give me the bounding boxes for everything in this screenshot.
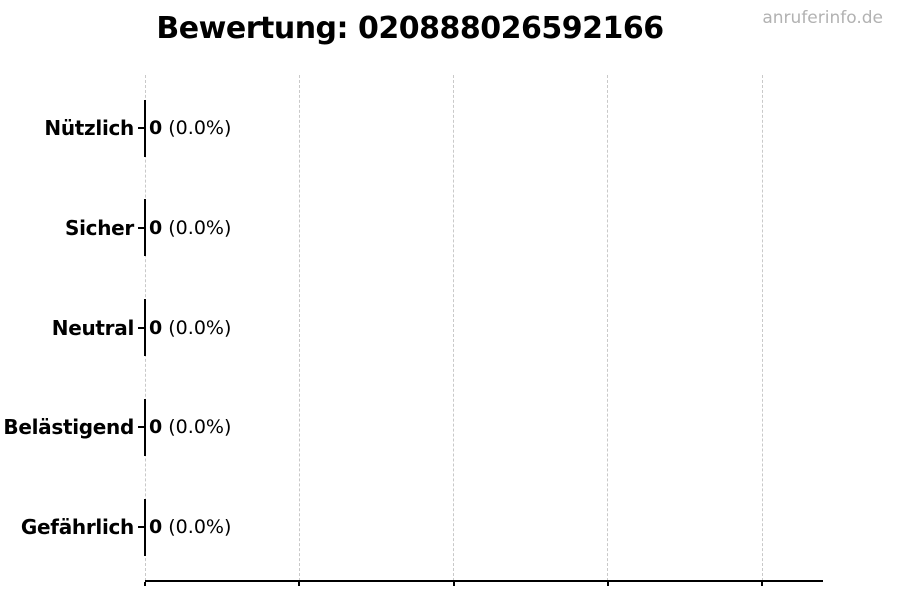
y-axis-tick — [138, 127, 145, 129]
x-axis-line — [145, 580, 823, 582]
category-label: Gefährlich — [20, 515, 134, 539]
bar-zero-value-line — [144, 99, 146, 157]
value-percent: (0.0%) — [162, 316, 232, 339]
value-count: 0 — [149, 316, 163, 339]
category-label: Nützlich — [44, 116, 134, 140]
value-count: 0 — [149, 416, 163, 439]
x-axis-tick — [144, 582, 146, 586]
chart-title: Bewertung: 020888026592166 — [156, 11, 664, 46]
vertical-gridline — [453, 75, 454, 581]
value-percent: (0.0%) — [162, 516, 232, 538]
category-label: Belästigend — [3, 415, 134, 440]
value-percent: (0.0%) — [162, 416, 232, 439]
value-count: 0 — [149, 216, 163, 239]
bar-zero-value-line — [144, 199, 146, 257]
y-axis-tick — [138, 226, 145, 229]
y-axis-tick — [138, 426, 145, 429]
value-label: 0 (0.0%) — [149, 416, 231, 438]
value-count: 0 — [149, 117, 163, 139]
value-label: 0 (0.0%) — [149, 317, 231, 339]
category-label: Sicher — [65, 215, 134, 240]
value-percent: (0.0%) — [162, 117, 232, 139]
bar-row: Sicher 0 (0.0%) — [65, 199, 823, 257]
watermark-text: anruferinfo.de — [762, 8, 883, 28]
x-axis-tick — [606, 582, 609, 586]
bar-zero-value-line — [144, 398, 146, 456]
vertical-gridline — [761, 75, 763, 581]
bar-row: Nützlich 0 (0.0%) — [44, 99, 823, 157]
value-label: 0 (0.0%) — [149, 217, 231, 239]
bar-row: Gefährlich 0 (0.0%) — [21, 498, 823, 556]
value-percent: (0.0%) — [162, 216, 232, 239]
vertical-gridline — [607, 75, 609, 581]
x-axis-tick — [761, 582, 763, 586]
value-label: 0 (0.0%) — [149, 516, 231, 538]
y-axis-tick — [138, 526, 145, 528]
category-label: Neutral — [51, 315, 135, 340]
value-count: 0 — [149, 516, 163, 538]
bar-row: Neutral 0 (0.0%) — [52, 299, 823, 356]
bar-zero-value-line — [144, 299, 146, 356]
x-axis-tick — [298, 582, 301, 586]
bar-zero-value-line — [144, 498, 146, 556]
vertical-gridline — [298, 75, 300, 581]
x-axis-tick — [452, 582, 455, 586]
bar-row: Belästigend 0 (0.0%) — [3, 398, 823, 456]
plot-area: Nützlich 0 (0.0%) Sicher 0 (0.0%) Neutral 0 (… — [3, 75, 823, 586]
value-label: 0 (0.0%) — [149, 117, 231, 139]
y-axis-tick — [138, 326, 145, 329]
